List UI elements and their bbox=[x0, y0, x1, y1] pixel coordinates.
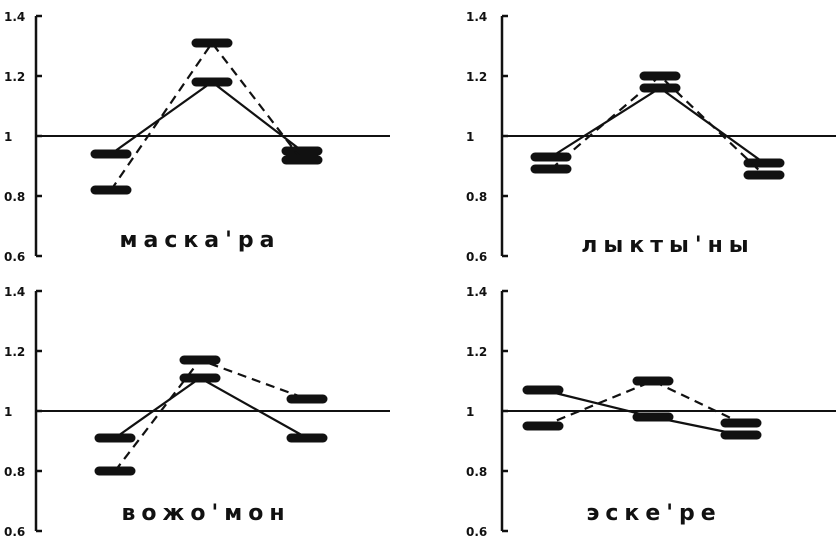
chart-title: вожо'мон bbox=[121, 501, 290, 526]
y-tick-label: 1.4 bbox=[466, 10, 487, 24]
y-tick-label: 1.2 bbox=[466, 345, 487, 359]
y-tick-label: 1.2 bbox=[466, 70, 487, 84]
series-line-dashed bbox=[542, 379, 742, 428]
y-tick-label: 0.8 bbox=[4, 465, 25, 479]
chart-panel-1: 1.4 1.2 1 0.8 0.6 маска'ра bbox=[4, 10, 390, 264]
y-tick-label: 1.2 bbox=[4, 70, 25, 84]
y-tick-label: 1 bbox=[4, 405, 12, 419]
y-tick-label: 0.6 bbox=[4, 250, 25, 264]
y-tick-label: 1 bbox=[4, 130, 12, 144]
y-tick-label: 0.6 bbox=[466, 250, 487, 264]
series-line-solid bbox=[110, 80, 303, 155]
chart-title: маска'ра bbox=[120, 228, 281, 253]
y-tick-label: 0.6 bbox=[4, 525, 25, 539]
y-tick-label: 0.6 bbox=[466, 525, 487, 539]
y-tick-label: 1.4 bbox=[466, 285, 487, 299]
y-tick-label: 0.8 bbox=[466, 465, 487, 479]
y-tick-label: 1 bbox=[466, 130, 474, 144]
y-tick-label: 1 bbox=[466, 405, 474, 419]
y-tick-label: 1.4 bbox=[4, 285, 25, 299]
chart-panel-3: 1.4 1.2 1 0.8 0.6 вожо'мон bbox=[4, 285, 390, 539]
series-line-solid bbox=[550, 86, 765, 164]
series-line-dashed bbox=[110, 41, 303, 191]
y-tick-label: 0.8 bbox=[4, 190, 25, 204]
series-line-solid bbox=[114, 376, 308, 439]
chart-panel-2: 1.4 1.2 1 0.8 0.6 лыкты'ны bbox=[466, 10, 836, 264]
chart-title: эске'ре bbox=[586, 501, 721, 526]
y-tick-label: 0.8 bbox=[466, 190, 487, 204]
chart-title: лыкты'ны bbox=[581, 233, 754, 258]
y-tick-label: 1.4 bbox=[4, 10, 25, 24]
chart-panel-4: 1.4 1.2 1 0.8 0.6 эске'ре bbox=[466, 285, 836, 539]
y-tick-label: 1.2 bbox=[4, 345, 25, 359]
